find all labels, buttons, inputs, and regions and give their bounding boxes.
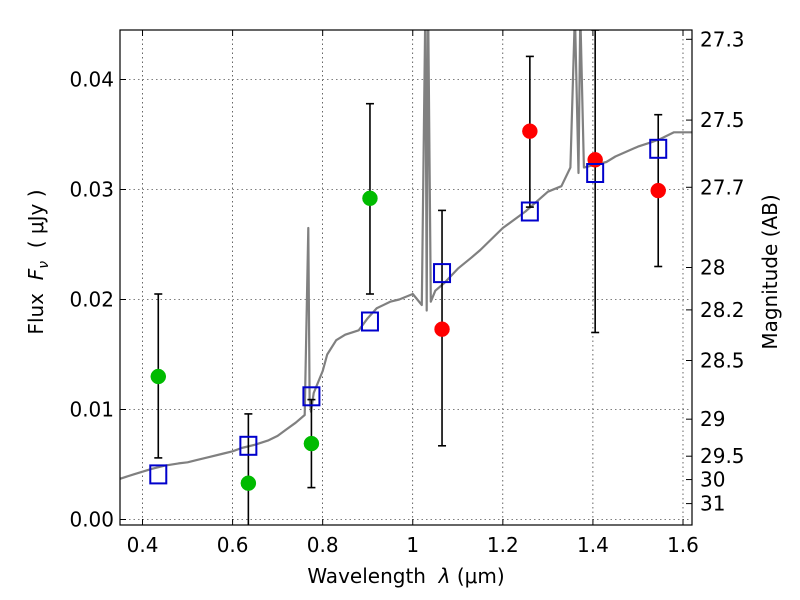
y2-tick-label: 28 xyxy=(700,255,725,279)
data-point xyxy=(522,123,538,139)
y-axis-title-prefix: Flux xyxy=(24,280,48,334)
data-point xyxy=(303,435,320,452)
y-tick-label: 0.02 xyxy=(69,288,114,312)
plot-frame xyxy=(119,29,693,526)
y2-tick-label: 29.5 xyxy=(700,444,745,468)
x-tick-label: 1.2 xyxy=(487,533,519,557)
x-axis-title: Wavelength λ (μm) xyxy=(307,564,504,588)
x-tick-label: 1.6 xyxy=(667,533,699,557)
grid xyxy=(120,30,692,525)
model-photometry-square xyxy=(239,435,258,456)
data-point xyxy=(650,182,666,199)
ticks: 0.4 0.6 0.8 1 1.2 1.4 1.6 0.00 0.01 0.02 0.03 0.04 2… xyxy=(69,27,744,557)
y2-tick-label: 27.7 xyxy=(700,175,745,199)
model-spectrum-line xyxy=(120,30,692,480)
plot-background xyxy=(120,30,692,525)
y2-tick-label: 30 xyxy=(700,468,725,492)
model-photometry-square xyxy=(302,386,321,407)
x-axis-title-symbol: λ xyxy=(438,564,451,588)
x-axis-title-prefix: Wavelength xyxy=(307,564,438,588)
data-point xyxy=(362,190,378,207)
data-point xyxy=(587,152,603,168)
y-axis-title-symbol: F xyxy=(24,268,48,280)
y-axis-title: Flux Fν ( μJy ) xyxy=(24,189,52,334)
x-tick-label: 0.8 xyxy=(307,533,339,557)
y-tick-label: 0.01 xyxy=(69,398,114,422)
y2-tick-label: 27.3 xyxy=(700,27,745,51)
model-photometry-square xyxy=(360,311,379,332)
x-axis-title-unit: (μm) xyxy=(451,564,505,588)
spectrum-layer xyxy=(120,30,692,480)
y2-tick-label: 27.5 xyxy=(700,108,745,132)
y2-tick-label: 28.5 xyxy=(700,348,745,372)
y-tick-label: 0.04 xyxy=(69,68,114,92)
data-point xyxy=(434,321,450,337)
y-axis-title-unit: ( μJy ) xyxy=(24,189,48,261)
y2-tick-label: 28.2 xyxy=(700,298,745,322)
data-point xyxy=(240,475,257,491)
model-photometry-square xyxy=(149,464,168,485)
y2-tick-label: 31 xyxy=(700,492,725,516)
x-tick-label: 1 xyxy=(406,533,419,557)
y-axis-title-subscript: ν xyxy=(36,261,52,269)
y-tick-label: 0.00 xyxy=(69,508,114,532)
model-photometry-square xyxy=(649,138,668,159)
marker-layer xyxy=(149,123,668,491)
data-point xyxy=(150,368,167,385)
y2-axis-title: Magnitude (AB) xyxy=(758,194,782,349)
model-photometry-square xyxy=(520,201,539,222)
x-tick-label: 1.4 xyxy=(577,533,609,557)
y-tick-label: 0.03 xyxy=(69,178,114,202)
model-photometry-square xyxy=(586,163,605,183)
x-tick-label: 0.6 xyxy=(217,533,249,557)
y2-tick-label: 29 xyxy=(700,407,725,431)
x-tick-label: 0.4 xyxy=(127,533,159,557)
model-photometry-square xyxy=(433,263,452,284)
